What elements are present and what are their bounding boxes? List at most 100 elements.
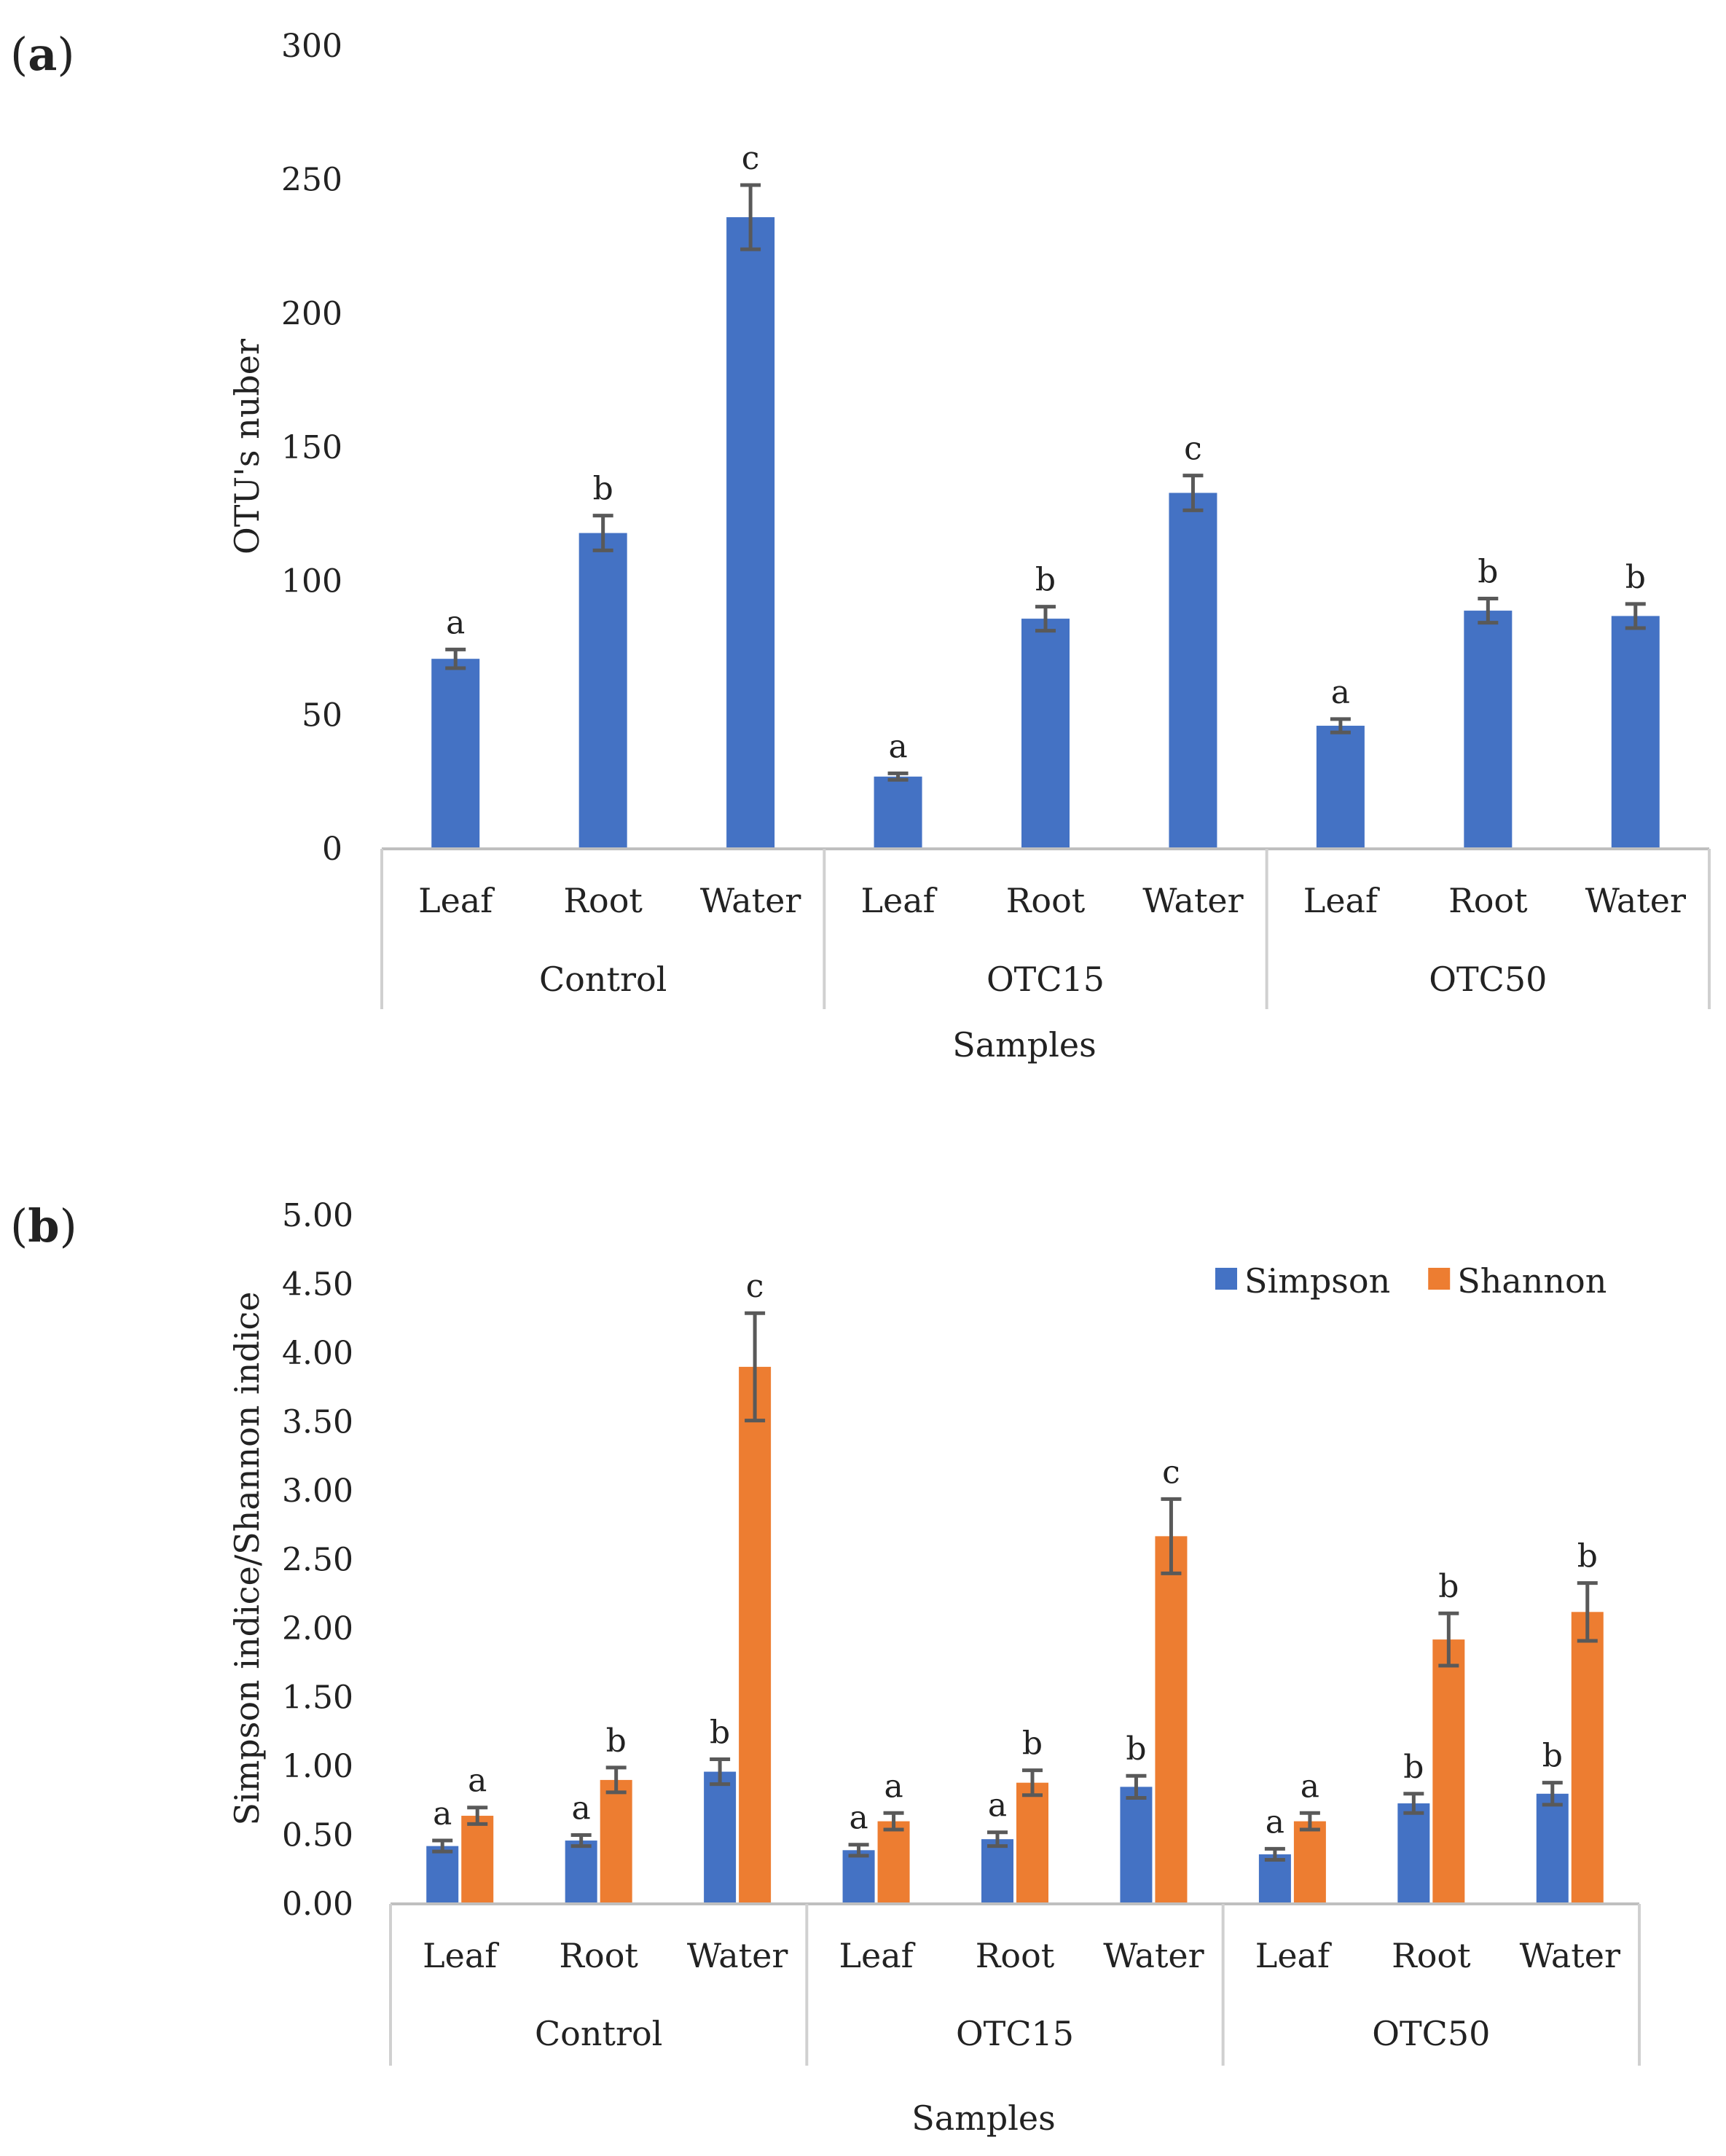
error-bar: [432, 1838, 453, 1854]
error-bar: [883, 1811, 904, 1832]
bar: [726, 217, 775, 849]
y-axis-title-a: OTU's nuber: [227, 339, 267, 554]
significance-letter: a: [849, 1800, 868, 1837]
error-bar: [1022, 1768, 1043, 1798]
bar: [1169, 493, 1217, 849]
category-label: Root: [1448, 881, 1528, 920]
bar: [1021, 619, 1070, 849]
group-label: OTC15: [986, 960, 1105, 999]
category-label: Water: [1142, 881, 1243, 920]
error-bar: [1035, 605, 1056, 633]
y-axis-a: 0 50 100 150 200 250 300: [281, 28, 342, 868]
bar-shannon: [1293, 1821, 1326, 1904]
significance-letter: b: [1478, 554, 1498, 591]
category-label: Root: [1006, 881, 1086, 920]
y-tick-label: 2.00: [282, 1610, 353, 1647]
legend-swatch: [1428, 1268, 1451, 1290]
panel-label-a: (a): [10, 28, 75, 81]
error-bar: [887, 771, 909, 782]
significance-letter: a: [572, 1790, 591, 1827]
significance-letter: b: [1438, 1568, 1459, 1605]
significance-letter: a: [888, 728, 907, 765]
significance-letter: b: [593, 471, 613, 508]
category-label: Water: [700, 881, 801, 920]
significance-letter: a: [433, 1795, 452, 1832]
bar: [1611, 616, 1660, 849]
bar-simpson: [1536, 1793, 1569, 1904]
error-bar: [1403, 1792, 1424, 1815]
group-label: OTC15: [956, 2014, 1074, 2053]
y-tick-label: 0: [322, 831, 342, 868]
category-label: Root: [563, 881, 643, 920]
bar: [874, 776, 922, 849]
category-label: Root: [976, 1936, 1055, 1975]
category-label: Root: [559, 1936, 638, 1975]
legend-b: Simpson Shannon: [1215, 1261, 1607, 1301]
significance-letter: b: [1126, 1730, 1146, 1768]
significance-letter: a: [1266, 1803, 1284, 1841]
legend-label: Simpson: [1244, 1261, 1390, 1301]
error-bar: [1330, 717, 1351, 734]
bar-simpson: [1258, 1854, 1291, 1904]
significance-letter: b: [1542, 1738, 1563, 1775]
bar-simpson: [981, 1839, 1013, 1904]
legend-swatch: [1215, 1268, 1237, 1290]
error-bar: [1577, 1581, 1598, 1643]
significance-letter: c: [1162, 1454, 1180, 1491]
y-tick-label: 4.50: [282, 1266, 353, 1304]
bar-shannon: [600, 1779, 632, 1904]
bars-a: a b c a b c a b b: [431, 140, 1660, 849]
bar-shannon: [739, 1366, 772, 1904]
category-label: Leaf: [860, 881, 937, 920]
error-bar: [1438, 1611, 1459, 1668]
y-tick-label: 0.50: [282, 1817, 353, 1854]
y-tick-label: 4.00: [282, 1335, 353, 1372]
category-label: Water: [687, 1936, 788, 1975]
x-axis-a: Control Leaf Root Water OTC15 Leaf Root Water OT…: [380, 847, 1711, 1009]
error-bar: [592, 514, 613, 552]
bar-simpson: [1120, 1787, 1153, 1904]
x-axis-title-a: Samples: [952, 1025, 1097, 1065]
group-label: Control: [539, 960, 667, 999]
category-label: Leaf: [839, 1936, 915, 1975]
chart-b: (b) 0.00 0.50 1.00 1.50 2.00 2.50 3.00 3.50 4.00…: [10, 1197, 1641, 2138]
error-bar: [710, 1757, 731, 1787]
significance-letter: b: [1577, 1538, 1598, 1575]
error-bar: [605, 1765, 627, 1795]
significance-letter: a: [446, 604, 465, 641]
x-axis-b: Control Leaf Root Water OTC15 Leaf Root Water OT…: [389, 1902, 1641, 2066]
y-tick-label: 5.00: [282, 1197, 353, 1234]
error-bar: [1264, 1846, 1285, 1862]
category-label: Leaf: [1255, 1936, 1332, 1975]
bar-shannon: [1432, 1639, 1465, 1904]
category-label: Leaf: [1303, 881, 1380, 920]
bar-simpson: [565, 1841, 597, 1904]
y-axis-b: 0.00 0.50 1.00 1.50 2.00 2.50 3.00 3.50 4.00 4.50…: [282, 1197, 353, 1923]
significance-letter: a: [1331, 674, 1350, 711]
significance-letter: b: [1403, 1749, 1424, 1786]
error-bar: [1161, 1497, 1182, 1575]
significance-letter: b: [1022, 1725, 1043, 1763]
bar-simpson: [704, 1771, 737, 1904]
y-tick-label: 3.00: [282, 1473, 353, 1510]
category-label: Root: [1392, 1936, 1471, 1975]
y-tick-label: 3.50: [282, 1404, 353, 1441]
y-tick-label: 50: [302, 697, 342, 734]
bar-shannon: [1571, 1612, 1604, 1904]
bar-simpson: [426, 1846, 459, 1904]
bar: [1316, 726, 1365, 849]
category-label: Leaf: [423, 1936, 499, 1975]
significance-letter: b: [1035, 562, 1056, 599]
bar-simpson: [842, 1850, 875, 1904]
y-tick-label: 0.00: [282, 1886, 353, 1923]
significance-letter: a: [884, 1768, 903, 1805]
y-tick-label: 150: [281, 429, 342, 466]
error-bar: [1542, 1781, 1563, 1807]
error-bar: [570, 1833, 592, 1849]
y-tick-label: 1.50: [282, 1679, 353, 1717]
error-bar: [1126, 1773, 1147, 1800]
bar-shannon: [461, 1816, 494, 1904]
bar-shannon: [1155, 1536, 1188, 1904]
